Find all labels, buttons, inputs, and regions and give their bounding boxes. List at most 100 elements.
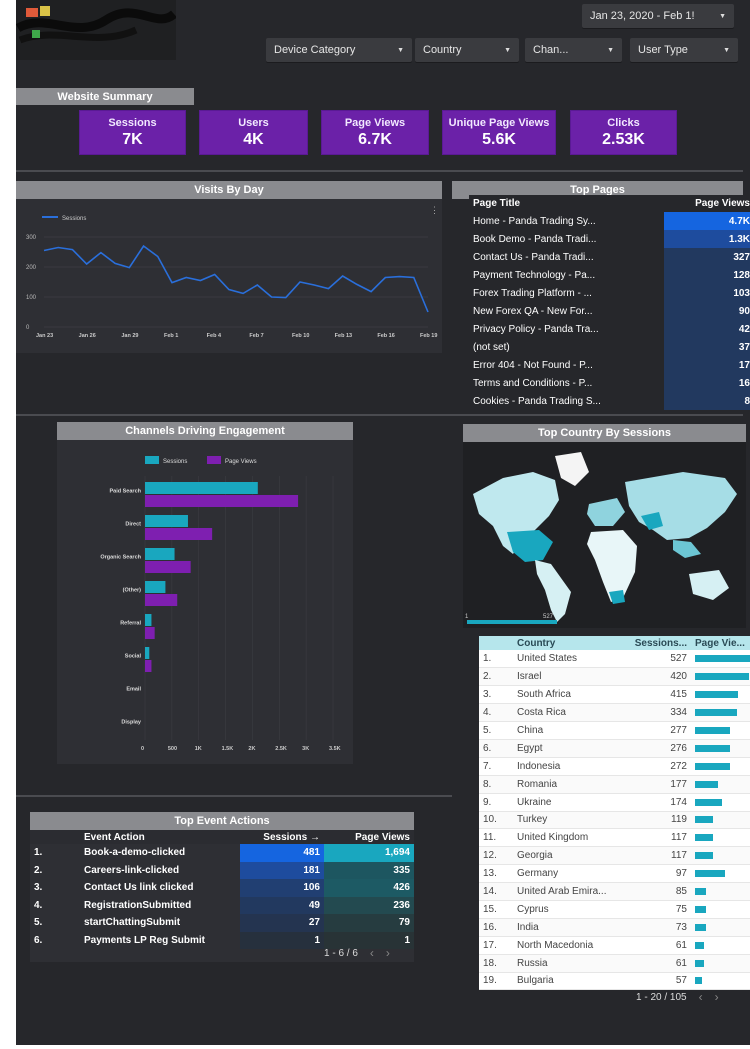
bar-sessions[interactable]	[145, 581, 166, 593]
map-region-africa[interactable]	[587, 530, 637, 602]
chevron-left-icon[interactable]: ‹	[369, 946, 374, 960]
bar-sessions[interactable]	[145, 515, 188, 527]
column-header-page-views[interactable]: Page Views	[324, 830, 414, 844]
map-region-southeast-asia[interactable]	[673, 540, 701, 558]
filter-user-type[interactable]: User Type ▼	[630, 38, 738, 62]
table-row[interactable]: 2. Careers-link-clicked 181 335	[30, 861, 414, 879]
table-row[interactable]: Terms and Conditions - P... 16	[469, 374, 750, 392]
table-row[interactable]: 12. Georgia 117	[479, 846, 750, 866]
bar-page-views[interactable]	[145, 528, 213, 540]
table-row[interactable]: 11. United Kingdom 117	[479, 828, 750, 848]
table-row[interactable]: Contact Us - Panda Tradi... 327	[469, 248, 750, 266]
table-row[interactable]: 18. Russia 61	[479, 954, 750, 973]
table-row[interactable]: (not set) 37	[469, 338, 750, 356]
table-row[interactable]: 19. Bulgaria 57	[479, 972, 750, 991]
page-views-cell	[691, 757, 750, 776]
table-row[interactable]: New Forex QA - New For... 90	[469, 302, 750, 320]
table-row[interactable]: 9. Ukraine 174	[479, 793, 750, 812]
table-row[interactable]: 5. startChattingSubmit 27 79	[30, 914, 414, 932]
chevron-right-icon[interactable]: ›	[714, 990, 719, 1004]
bar-sessions[interactable]	[145, 548, 175, 560]
column-header-page-views[interactable]: Page Views	[663, 195, 750, 212]
table-row[interactable]: 15. Cyprus 75	[479, 900, 750, 919]
x-tick-label: Feb 19	[420, 333, 437, 339]
more-options-icon[interactable]: ⋮	[430, 205, 439, 215]
sessions-cell: 106	[240, 879, 324, 897]
x-tick-label: 3K	[302, 746, 309, 752]
table-row[interactable]: 5. China 277	[479, 721, 750, 740]
x-tick-label: 0	[141, 746, 144, 752]
table-row[interactable]: 2. Israel 420	[479, 667, 750, 687]
chevron-left-icon[interactable]: ‹	[698, 990, 703, 1004]
table-row[interactable]: Payment Technology - Pa... 128	[469, 266, 750, 284]
map-region-south-america[interactable]	[535, 560, 571, 622]
bar-page-views[interactable]	[145, 594, 178, 606]
table-row[interactable]: 6. Egypt 276	[479, 739, 750, 758]
top-country-table: Country Sessions... Page Vie... 1. United…	[479, 636, 750, 991]
sessions-cell: 420	[625, 667, 691, 687]
map-region-australia[interactable]	[689, 570, 729, 600]
column-header-country[interactable]: Country	[513, 636, 625, 650]
column-header-page-title[interactable]: Page Title	[469, 195, 664, 212]
filter-country[interactable]: Country ▼	[415, 38, 519, 62]
chevron-right-icon[interactable]: ›	[385, 946, 390, 960]
bar-sessions[interactable]	[145, 647, 150, 659]
event-action-cell: Careers-link-clicked	[84, 864, 180, 876]
country-cell: Costa Rica	[513, 703, 625, 723]
filter-channel[interactable]: Chan... ▼	[525, 38, 622, 62]
bar-sessions[interactable]	[145, 482, 258, 494]
table-row[interactable]: 13. Germany 97	[479, 864, 750, 884]
table-row[interactable]: Error 404 - Not Found - P... 17	[469, 356, 750, 374]
table-row[interactable]: 10. Turkey 119	[479, 811, 750, 830]
table-row[interactable]: Book Demo - Panda Tradi... 1.3K	[469, 230, 750, 248]
map-region-middle-east[interactable]	[641, 512, 663, 530]
bar-page-views[interactable]	[145, 561, 191, 573]
page-title-cell: Terms and Conditions - P...	[469, 374, 664, 392]
column-header-sessions[interactable]: Sessions →	[240, 830, 324, 844]
map-region-north-america[interactable]	[473, 472, 559, 554]
bar-page-views[interactable]	[145, 495, 299, 507]
table-row[interactable]: Forex Trading Platform - ... 103	[469, 284, 750, 302]
page-views-cell: 16	[663, 374, 750, 392]
page-views-cell	[691, 954, 750, 973]
table-row[interactable]: 6. Payments LP Reg Submit 1 1	[30, 931, 414, 949]
page-views-bar	[695, 923, 706, 931]
category-label: Organic Search	[100, 555, 141, 561]
table-row[interactable]: 3. South Africa 415	[479, 685, 750, 705]
table-row[interactable]: 16. India 73	[479, 918, 750, 937]
bar-sessions[interactable]	[145, 614, 152, 626]
rank-cell: 12.	[479, 846, 513, 866]
table-row[interactable]: Home - Panda Trading Sy... 4.7K	[469, 212, 750, 230]
table-row[interactable]: 14. United Arab Emira... 85	[479, 882, 750, 901]
table-row[interactable]: Privacy Policy - Panda Tra... 42	[469, 320, 750, 338]
table-row[interactable]: Cookies - Panda Trading S... 8	[469, 392, 750, 410]
date-range-picker[interactable]: Jan 23, 2020 - Feb 1! ▼	[582, 4, 734, 28]
y-tick-label: 200	[26, 265, 37, 271]
column-header-sessions[interactable]: Sessions...	[625, 636, 691, 650]
table-row[interactable]: 4. RegistrationSubmitted 49 236	[30, 896, 414, 914]
column-header-event-action[interactable]: Event Action	[80, 830, 240, 844]
filter-device-category[interactable]: Device Category ▼	[266, 38, 412, 62]
table-row[interactable]: 1. Book-a-demo-clicked 481 1,694	[30, 844, 414, 862]
rank-cell: 5.	[34, 917, 43, 929]
table-row[interactable]: 7. Indonesia 272	[479, 757, 750, 776]
column-header-page-views[interactable]: Page Vie...	[691, 636, 750, 650]
map-region-south-africa[interactable]	[609, 590, 625, 604]
table-row[interactable]: 1. United States 527	[479, 650, 750, 669]
table-row[interactable]: 4. Costa Rica 334	[479, 703, 750, 723]
page-views-bar	[695, 888, 706, 896]
event-action-cell: Book-a-demo-clicked	[84, 847, 186, 859]
map-region-united-states[interactable]	[507, 530, 553, 562]
filter-label: Country	[423, 44, 462, 56]
bar-page-views[interactable]	[145, 627, 155, 639]
map-region-greenland[interactable]	[555, 452, 589, 486]
page-views-cell: 236	[324, 896, 414, 914]
table-row[interactable]: 8. Romania 177	[479, 775, 750, 794]
top-pages-table: Page Title Page Views Home - Panda Tradi…	[469, 195, 750, 410]
pager-range: 1 - 6 / 6	[324, 947, 358, 959]
table-row[interactable]: 3. Contact Us link clicked 106 426	[30, 879, 414, 897]
table-row[interactable]: 17. North Macedonia 61	[479, 936, 750, 955]
map-region-europe[interactable]	[587, 498, 625, 526]
scorecard-title: Sessions	[108, 116, 157, 129]
bar-page-views[interactable]	[145, 660, 152, 672]
